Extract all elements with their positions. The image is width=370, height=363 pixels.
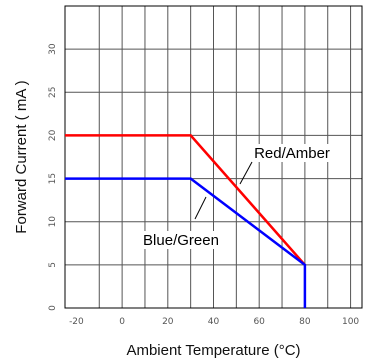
series-annotation: Blue/Green xyxy=(143,232,219,249)
x-tick-label: 20 xyxy=(162,317,174,327)
y-tick-label: 25 xyxy=(48,87,58,98)
y-tick-label: 5 xyxy=(48,262,58,268)
series-layer xyxy=(65,134,307,308)
y-axis-label: Forward Current ( mA ) xyxy=(13,80,30,233)
y-tick-label: 15 xyxy=(48,173,58,184)
x-tick-label: 100 xyxy=(342,317,359,327)
leader-line xyxy=(194,196,207,220)
annotation-background xyxy=(137,231,225,249)
x-tick-label: 60 xyxy=(253,317,265,327)
series-annotation: Red/Amber xyxy=(254,145,330,162)
plot-frame xyxy=(64,5,363,309)
annotations: Red/Amber Blue/Green xyxy=(137,144,336,249)
series-line xyxy=(65,177,307,308)
x-tick-label: -20 xyxy=(69,317,84,327)
y-tick-label: 0 xyxy=(48,305,58,311)
annotation-background xyxy=(248,144,336,162)
y-tick-label: 10 xyxy=(48,216,58,228)
x-tick-label: 40 xyxy=(208,317,220,327)
x-axis-label: Ambient Temperature (°C) xyxy=(126,342,300,359)
y-tick-labels: 0 5 10 15 20 25 30 xyxy=(48,43,58,311)
x-tick-label: 0 xyxy=(119,317,125,327)
y-tick-label: 30 xyxy=(48,43,58,55)
leader-line xyxy=(239,161,253,185)
x-tick-label: 80 xyxy=(299,317,311,327)
x-tick-labels: -20 0 20 40 60 80 100 xyxy=(69,317,359,327)
grid xyxy=(65,6,362,308)
series-line xyxy=(65,134,306,266)
y-tick-label: 20 xyxy=(48,129,58,141)
